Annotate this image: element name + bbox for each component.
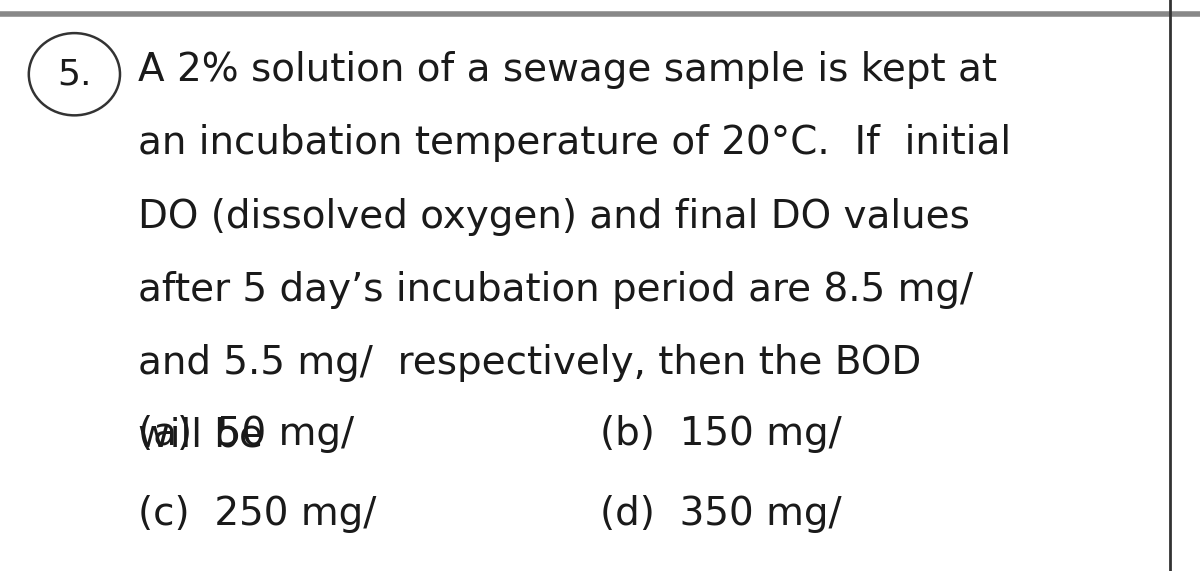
Text: (b)  150 mg/: (b) 150 mg/ xyxy=(600,415,841,453)
Text: DO (dissolved oxygen) and final DO values: DO (dissolved oxygen) and final DO value… xyxy=(138,198,970,236)
Text: an incubation temperature of 20°C.  If  initial: an incubation temperature of 20°C. If in… xyxy=(138,124,1012,163)
Text: after 5 day’s incubation period are 8.5 mg/: after 5 day’s incubation period are 8.5 … xyxy=(138,271,973,309)
Text: (a)  50 mg/: (a) 50 mg/ xyxy=(138,415,354,453)
Text: (c)  250 mg/: (c) 250 mg/ xyxy=(138,495,377,533)
Text: 5.: 5. xyxy=(58,57,91,91)
Text: and 5.5 mg/  respectively, then the BOD: and 5.5 mg/ respectively, then the BOD xyxy=(138,344,922,382)
Text: will be: will be xyxy=(138,417,263,455)
Text: A 2% solution of a sewage sample is kept at: A 2% solution of a sewage sample is kept… xyxy=(138,51,997,90)
Text: (d)  350 mg/: (d) 350 mg/ xyxy=(600,495,841,533)
